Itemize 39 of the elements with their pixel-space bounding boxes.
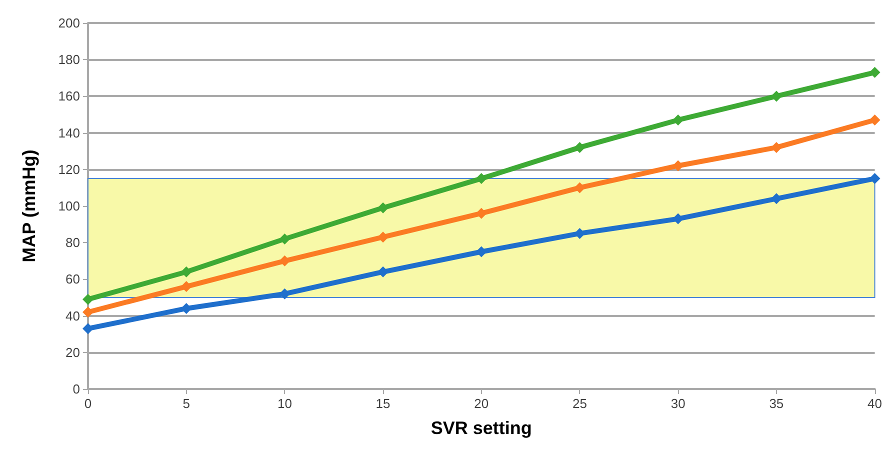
point [82, 323, 94, 334]
point [574, 182, 586, 194]
x-axis-title: SVR setting [430, 418, 532, 438]
x-tick-label: 25 [572, 396, 587, 411]
y-tick-label: 60 [66, 272, 80, 287]
y-tick-label: 40 [66, 308, 80, 324]
y-tick-label: 20 [66, 344, 80, 360]
point [82, 294, 94, 305]
x-tick-label: 5 [182, 396, 190, 411]
y-tick-label: 160 [58, 88, 80, 104]
point [476, 173, 487, 184]
point [378, 202, 389, 214]
point [476, 208, 487, 219]
point [869, 173, 880, 184]
point [378, 232, 389, 243]
point [82, 306, 94, 318]
point [180, 266, 192, 278]
point [770, 90, 782, 102]
x-tick-label: 10 [277, 396, 292, 411]
point [574, 142, 586, 153]
point [180, 281, 192, 292]
point [279, 233, 290, 244]
x-tick-label: 40 [868, 396, 882, 411]
x-tick-label: 35 [769, 396, 784, 411]
y-axis-title: MAP (mmHg) [19, 150, 39, 262]
y-tick-label: 80 [66, 235, 80, 250]
y-tick-label: 120 [58, 162, 80, 177]
x-tick-label: 15 [376, 396, 390, 411]
y-tick-label: 0 [72, 382, 80, 396]
y-tick-label: 100 [58, 198, 80, 214]
point [869, 66, 880, 78]
y-tick-label: 140 [58, 125, 80, 140]
y-tick-label: 180 [58, 52, 80, 68]
point [869, 114, 880, 126]
x-tick-label: 0 [84, 396, 92, 411]
x-tick-label: 20 [474, 396, 489, 411]
y-tick-label: 200 [58, 16, 80, 30]
point [574, 228, 586, 239]
x-tick-label: 30 [670, 396, 686, 411]
